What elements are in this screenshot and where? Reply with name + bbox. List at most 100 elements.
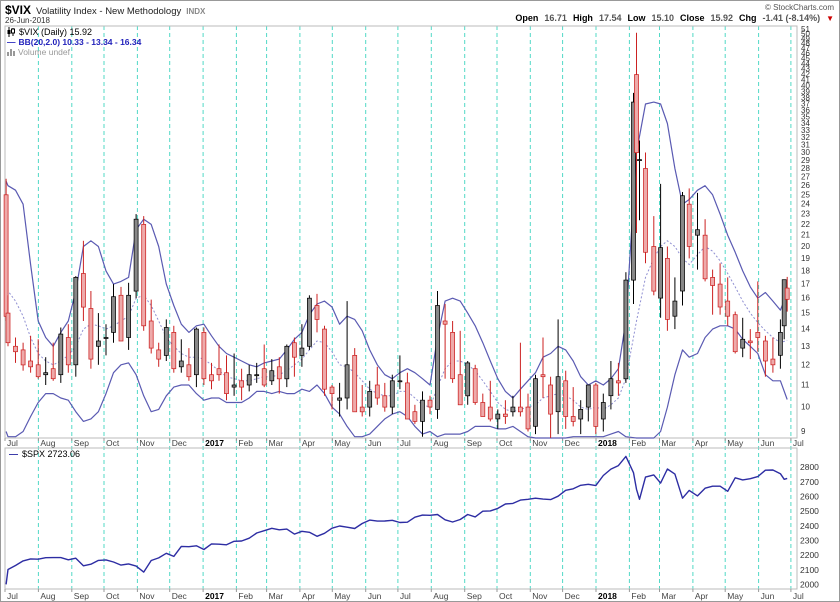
svg-text:Jul: Jul	[7, 591, 18, 601]
svg-text:35: 35	[801, 112, 810, 121]
chg-value: -1.41 (-8.14%)	[762, 13, 821, 23]
svg-text:16: 16	[801, 294, 810, 303]
svg-text:Aug: Aug	[433, 591, 448, 601]
svg-text:2600: 2600	[800, 492, 819, 502]
svg-text:23: 23	[801, 210, 810, 219]
spx-legend-row: — $SPX 2723.06	[9, 449, 80, 459]
svg-text:19: 19	[801, 254, 810, 263]
svg-text:Jun: Jun	[761, 591, 775, 601]
svg-text:Dec: Dec	[565, 591, 581, 601]
down-triangle-icon: ▼	[826, 14, 834, 23]
spx-line-icon: —	[9, 449, 18, 459]
svg-text:May: May	[334, 438, 351, 448]
svg-text:Apr: Apr	[695, 591, 708, 601]
pane-borders	[4, 25, 798, 590]
x-axis-labels-bottom: Jul Aug Sep Oct Nov Dec 2017 Feb Mar Apr May Jun Jul…	[7, 591, 804, 601]
bb-upper-band	[5, 101, 788, 399]
svg-text:Sep: Sep	[467, 591, 482, 601]
svg-text:Jun: Jun	[761, 438, 775, 448]
svg-text:Sep: Sep	[74, 438, 89, 448]
svg-text:Jun: Jun	[368, 438, 382, 448]
svg-text:Dec: Dec	[172, 591, 188, 601]
svg-text:Feb: Feb	[238, 438, 253, 448]
vix-legend-label: $VIX (Daily) 15.92	[19, 27, 93, 37]
svg-text:Aug: Aug	[40, 591, 55, 601]
svg-text:28: 28	[801, 164, 810, 173]
open-label: Open	[515, 13, 539, 23]
svg-text:Jul: Jul	[400, 591, 411, 601]
svg-text:34: 34	[801, 119, 810, 128]
svg-text:Apr: Apr	[302, 591, 315, 601]
svg-text:45: 45	[801, 54, 810, 63]
candlestick-icon	[7, 27, 15, 37]
svg-text:May: May	[334, 591, 351, 601]
svg-text:33: 33	[801, 126, 810, 135]
svg-text:43: 43	[801, 65, 810, 74]
volume-legend-row: Volume undef	[7, 47, 70, 57]
svg-text:Mar: Mar	[269, 438, 284, 448]
close-value: 15.92	[710, 13, 734, 23]
bb-legend-row: — BB(20,2.0) 10.33 - 13.34 - 16.34	[7, 37, 141, 47]
low-value: 15.10	[651, 13, 674, 23]
svg-text:18: 18	[801, 266, 810, 275]
chart-date: 26-Jun-2018	[5, 16, 50, 25]
svg-text:13: 13	[801, 342, 810, 351]
svg-text:15: 15	[801, 309, 810, 318]
svg-text:10: 10	[801, 403, 810, 412]
svg-text:Sep: Sep	[74, 591, 89, 601]
svg-text:26: 26	[801, 181, 810, 190]
svg-text:50: 50	[801, 30, 810, 39]
svg-text:Mar: Mar	[662, 591, 677, 601]
spx-legend-label: $SPX 2723.06	[22, 449, 81, 459]
y-axis-labels-vix: 9 10 11 12 13 14 15 16 17 18 19 20 21 222324252627282…	[801, 25, 810, 436]
svg-text:Oct: Oct	[106, 591, 120, 601]
svg-text:32: 32	[801, 133, 810, 142]
svg-text:37: 37	[801, 100, 810, 109]
svg-text:38: 38	[801, 93, 810, 102]
svg-text:12: 12	[801, 360, 810, 369]
svg-text:Jul: Jul	[793, 591, 804, 601]
svg-text:11: 11	[801, 381, 810, 390]
svg-text:Aug: Aug	[40, 438, 55, 448]
svg-text:46: 46	[801, 49, 810, 58]
svg-text:2800: 2800	[800, 462, 819, 472]
svg-text:Nov: Nov	[532, 438, 548, 448]
svg-text:Apr: Apr	[302, 438, 315, 448]
svg-text:Aug: Aug	[433, 438, 448, 448]
svg-text:41: 41	[801, 76, 810, 85]
svg-text:Nov: Nov	[139, 591, 155, 601]
svg-text:22: 22	[801, 220, 810, 229]
svg-text:30: 30	[801, 148, 810, 157]
svg-text:36: 36	[801, 106, 810, 115]
y-axis-labels-spx: 2000 2100 2200 2300 2400 2500 2600 2700 2800	[800, 462, 819, 589]
bb-line-icon: —	[7, 37, 16, 47]
svg-text:May: May	[727, 591, 744, 601]
symbol-title: Volatility Index - New Methodology	[36, 6, 182, 17]
bollinger-bands	[5, 101, 788, 439]
svg-text:Mar: Mar	[662, 438, 677, 448]
svg-text:14: 14	[801, 325, 810, 334]
svg-text:Feb: Feb	[631, 438, 646, 448]
svg-text:51: 51	[801, 25, 810, 34]
svg-text:24: 24	[801, 200, 810, 209]
svg-text:2018: 2018	[598, 591, 617, 601]
high-label: High	[572, 13, 593, 23]
svg-text:21: 21	[801, 231, 810, 240]
svg-text:Dec: Dec	[172, 438, 188, 448]
svg-text:Oct: Oct	[499, 591, 513, 601]
svg-text:Nov: Nov	[139, 438, 155, 448]
svg-text:44: 44	[801, 59, 810, 68]
high-value: 17.54	[598, 13, 622, 23]
svg-text:2300: 2300	[800, 536, 819, 546]
volume-icon	[7, 49, 15, 56]
bb-lower-band	[5, 325, 788, 439]
svg-text:40: 40	[801, 81, 810, 90]
svg-text:2400: 2400	[800, 521, 819, 531]
bb-legend-label: BB(20,2.0) 10.33 - 13.34 - 16.34	[18, 37, 142, 47]
svg-text:2500: 2500	[800, 506, 819, 516]
svg-text:Dec: Dec	[565, 438, 581, 448]
svg-text:Oct: Oct	[106, 438, 120, 448]
svg-text:May: May	[727, 438, 744, 448]
svg-text:17: 17	[801, 280, 810, 289]
